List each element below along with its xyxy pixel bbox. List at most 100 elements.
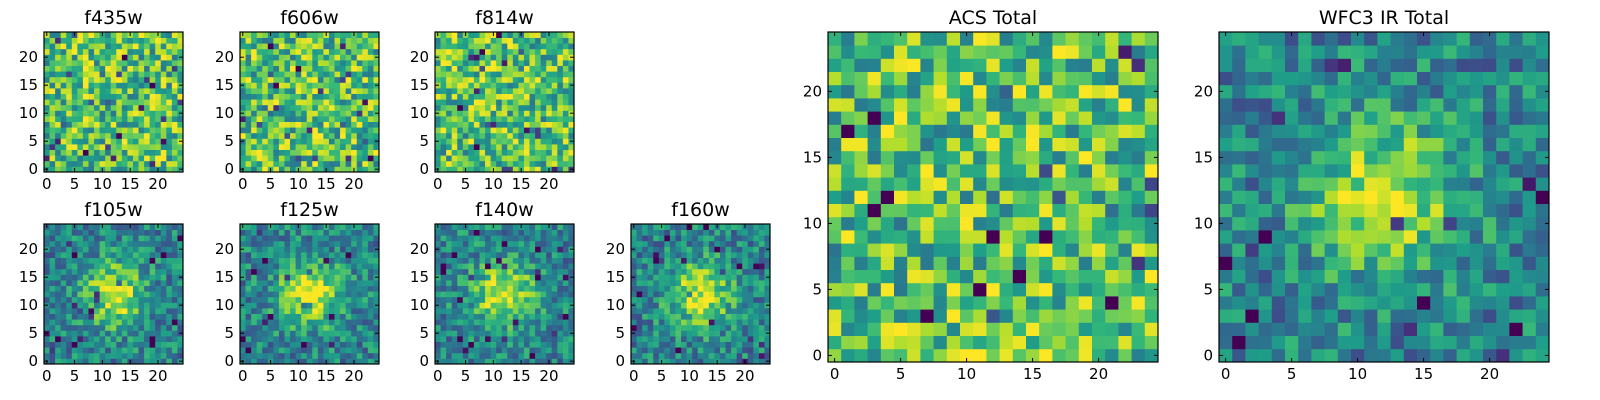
heatmap-cell xyxy=(273,110,280,117)
heatmap-cell xyxy=(171,88,178,94)
heatmap-cell xyxy=(568,93,575,100)
heatmap-cell xyxy=(675,324,682,331)
heatmap-cell xyxy=(496,166,503,173)
heatmap-cell xyxy=(149,54,156,61)
heatmap-cell xyxy=(451,224,458,230)
heatmap-cell xyxy=(1065,269,1080,284)
heatmap-cell xyxy=(323,88,330,94)
heatmap-cell xyxy=(251,274,258,281)
heatmap-cell xyxy=(446,240,453,247)
heatmap-cell xyxy=(256,155,263,162)
heatmap-cell xyxy=(55,330,62,337)
heatmap-cell xyxy=(121,319,128,326)
heatmap-cell xyxy=(351,352,358,359)
heatmap-cell xyxy=(278,274,285,281)
heatmap-cell xyxy=(518,246,525,253)
heatmap-cell xyxy=(675,274,682,281)
heatmap-cell xyxy=(642,235,649,242)
heatmap-cell xyxy=(568,291,575,298)
heatmap-cell xyxy=(356,352,363,359)
heatmap-cell xyxy=(523,166,530,173)
heatmap-cell xyxy=(451,76,458,83)
heatmap-cell xyxy=(703,257,710,264)
heatmap-cell xyxy=(451,246,458,253)
heatmap-cell xyxy=(479,127,486,134)
heatmap-cell xyxy=(529,274,536,281)
heatmap-cell xyxy=(345,302,352,309)
heatmap-cell xyxy=(946,282,961,297)
heatmap-cell xyxy=(290,330,296,337)
heatmap-cell xyxy=(240,121,246,128)
heatmap-cell xyxy=(144,76,151,83)
heatmap-cell xyxy=(317,160,324,167)
heatmap-cell xyxy=(160,160,167,167)
heatmap-cell xyxy=(49,116,56,122)
heatmap-cell xyxy=(323,308,330,314)
heatmap-cell xyxy=(1118,322,1132,336)
heatmap-cell xyxy=(116,88,123,94)
heatmap-cell xyxy=(144,65,151,72)
heatmap-cell xyxy=(44,280,50,286)
heatmap-cell xyxy=(340,54,347,61)
heatmap-cell xyxy=(669,313,676,320)
heatmap-cell xyxy=(138,48,145,55)
heatmap-cell xyxy=(317,347,324,354)
heatmap-cell xyxy=(631,252,637,258)
heatmap-cell xyxy=(496,127,503,134)
heatmap-cell xyxy=(535,166,542,173)
heatmap-cell xyxy=(907,177,921,191)
heatmap-cell xyxy=(334,116,341,122)
heatmap-cell xyxy=(697,302,704,309)
heatmap-cell xyxy=(535,48,542,55)
heatmap-cell xyxy=(278,116,285,122)
heatmap-cell xyxy=(451,48,458,55)
heatmap-cell xyxy=(507,144,514,150)
heatmap-cell xyxy=(166,302,173,309)
heatmap-cell xyxy=(77,76,84,83)
heatmap-cell xyxy=(82,308,89,314)
heatmap-cell xyxy=(1105,177,1119,191)
heatmap-cell xyxy=(267,347,274,354)
heatmap-cell xyxy=(351,268,358,275)
heatmap-cell xyxy=(94,104,100,111)
heatmap-cell xyxy=(49,347,56,354)
heatmap-cell xyxy=(155,296,162,303)
heatmap-cell xyxy=(435,149,441,156)
heatmap-cell xyxy=(518,60,525,66)
heatmap-cell xyxy=(323,99,330,106)
heatmap-cell xyxy=(284,302,291,309)
heatmap-cell xyxy=(523,291,530,298)
heatmap-cell xyxy=(256,336,263,342)
heatmap-cell xyxy=(251,116,258,122)
heatmap-cell xyxy=(149,308,156,314)
heatmap-cell xyxy=(736,308,743,314)
heatmap-cell xyxy=(523,149,530,156)
heatmap-cell xyxy=(496,291,503,298)
heatmap-cell xyxy=(535,296,542,303)
heatmap-cell xyxy=(301,235,308,242)
heatmap-cell xyxy=(323,82,330,89)
heatmap-cell xyxy=(245,71,252,78)
heatmap-cell xyxy=(523,280,530,286)
heatmap-cell xyxy=(512,274,519,281)
heatmap-cell xyxy=(317,240,324,247)
heatmap-cell xyxy=(960,282,974,297)
heatmap-cell xyxy=(867,348,882,363)
heatmap-cell xyxy=(245,82,252,89)
heatmap-cell xyxy=(529,308,536,314)
heatmap-cell xyxy=(485,104,491,111)
heatmap-cell xyxy=(166,285,173,292)
heatmap-cell xyxy=(66,93,73,100)
heatmap-cell xyxy=(435,104,441,111)
heatmap-cell xyxy=(946,309,961,323)
heatmap-cell xyxy=(880,164,895,178)
heatmap-cell xyxy=(496,54,503,61)
heatmap-cell xyxy=(362,160,369,167)
heatmap-cell xyxy=(973,348,987,363)
heatmap-cell xyxy=(367,280,374,286)
heatmap-cell xyxy=(262,274,269,281)
heatmap-cell xyxy=(345,291,352,298)
heatmap-cell xyxy=(747,285,754,292)
heatmap-cell xyxy=(446,296,453,303)
heatmap-cell xyxy=(362,280,369,286)
